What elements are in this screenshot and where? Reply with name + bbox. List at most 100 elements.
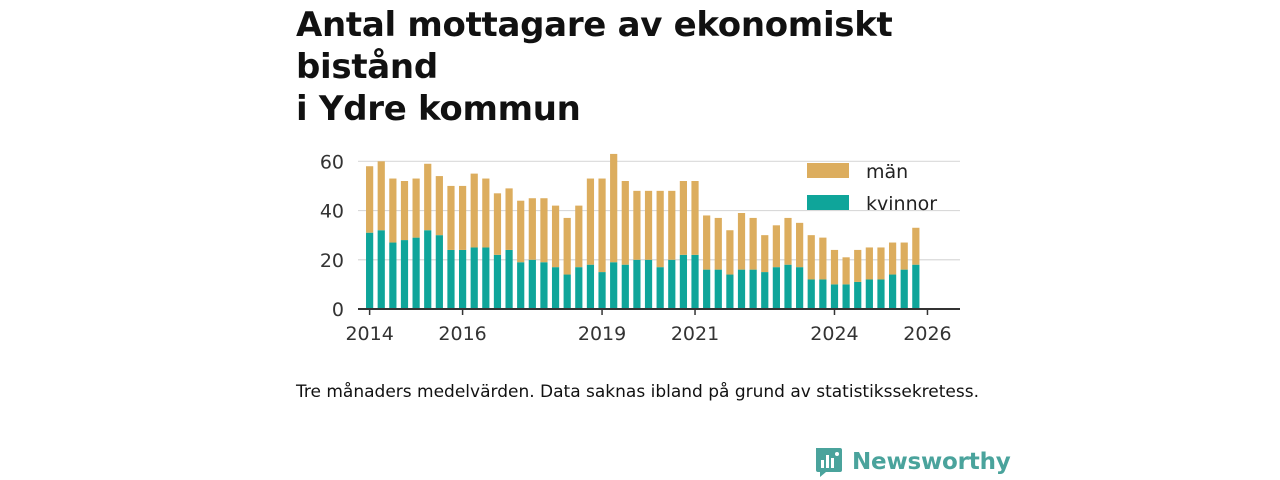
bar-kvinnor <box>900 269 908 309</box>
bar-man <box>435 176 443 236</box>
bar-kvinnor <box>517 262 525 309</box>
bar-man <box>551 205 560 268</box>
y-tick-label: 40 <box>320 201 344 223</box>
bar-kvinnor <box>412 237 420 309</box>
y-tick-label: 20 <box>320 250 344 272</box>
bar-man <box>888 242 897 275</box>
bar-kvinnor <box>737 269 746 309</box>
bar-man <box>505 188 513 250</box>
x-tick-label: 2014 <box>345 323 393 345</box>
bar-kvinnor <box>703 269 711 309</box>
legend-swatch-man <box>807 163 849 178</box>
bar-man <box>854 249 862 282</box>
bar-man <box>424 163 432 231</box>
bar-man <box>633 190 641 260</box>
y-tick-label: 0 <box>332 299 344 321</box>
bar-man <box>563 217 571 275</box>
bar-kvinnor <box>888 274 897 309</box>
bar-man <box>912 227 920 265</box>
bar-kvinnor <box>551 267 560 309</box>
title-line-2: i Ydre kommun <box>296 89 581 129</box>
bar-kvinnor <box>424 230 432 309</box>
newsworthy-logo-icon <box>816 448 842 477</box>
bar-man <box>900 242 908 270</box>
bar-man <box>668 190 676 260</box>
bar-man <box>575 205 583 268</box>
bar-kvinnor <box>912 264 920 309</box>
legend: män kvinnor <box>807 161 937 215</box>
bar-man <box>540 198 548 263</box>
bar-kvinnor <box>807 279 815 309</box>
bar-man <box>493 193 502 255</box>
bar-man <box>842 257 850 285</box>
footnote: Tre månaders medelvärden. Data saknas ib… <box>296 382 979 402</box>
bar-man <box>772 225 780 268</box>
bar-kvinnor <box>796 267 804 309</box>
bar-kvinnor <box>865 279 873 309</box>
bar-man <box>726 230 734 275</box>
legend-label-kvinnor: kvinnor <box>866 193 937 215</box>
y-tick-label: 60 <box>320 151 344 173</box>
x-tick-label: 2016 <box>438 323 486 345</box>
bar-kvinnor <box>784 264 792 309</box>
bar-kvinnor <box>447 249 455 309</box>
bar-kvinnor <box>586 264 595 309</box>
bar-kvinnor <box>377 230 385 309</box>
bar-kvinnor <box>644 259 653 309</box>
bar-kvinnor <box>458 249 467 309</box>
bar-kvinnor <box>633 259 641 309</box>
bar-kvinnor <box>761 272 769 309</box>
chart-title: Antal mottagare av ekonomiskt bistånd i … <box>296 4 1016 130</box>
bar-kvinnor <box>714 269 722 309</box>
bar-man <box>679 181 688 255</box>
bar-man <box>447 185 455 250</box>
bar-kvinnor <box>842 284 850 309</box>
bar-man <box>377 161 385 231</box>
bar-man <box>807 235 815 280</box>
bar-kvinnor <box>575 267 583 309</box>
bar-man <box>458 185 467 250</box>
bar-man <box>412 178 420 238</box>
bar-kvinnor <box>749 269 757 309</box>
bar-kvinnor <box>621 264 629 309</box>
stacked-bar-chart: 2014 2016 2019 2021 2024 2026 0 20 40 60 män kvi… <box>320 151 960 345</box>
bar-kvinnor <box>691 254 699 309</box>
bar-man <box>400 181 409 241</box>
bar-man <box>586 178 595 265</box>
bar-man <box>621 181 629 265</box>
bar-man <box>761 235 769 273</box>
bar-man <box>737 213 746 270</box>
bar-man <box>598 178 606 273</box>
bar-kvinnor <box>679 254 688 309</box>
bar-kvinnor <box>877 279 885 309</box>
chart-area: 2014 2016 2019 2021 2024 2026 0 20 40 60 män kvi… <box>300 140 980 360</box>
bar-kvinnor <box>854 281 862 309</box>
bar-man <box>656 190 664 268</box>
bar-kvinnor <box>830 284 839 309</box>
bar-kvinnor <box>610 262 618 309</box>
bar-man <box>877 247 885 280</box>
bar-man <box>644 190 653 260</box>
bar-kvinnor <box>563 274 571 309</box>
brand-logo: Newsworthy <box>814 446 1011 478</box>
bar-kvinnor <box>528 259 536 309</box>
bar-kvinnor <box>366 232 374 309</box>
legend-swatch-kvinnor <box>807 195 849 210</box>
bar-man <box>796 222 804 268</box>
bar-kvinnor <box>435 235 443 309</box>
bar-kvinnor <box>668 259 676 309</box>
bar-man <box>517 200 525 263</box>
x-tick-label: 2021 <box>671 323 719 345</box>
bar-kvinnor <box>482 247 490 309</box>
brand-name: Newsworthy <box>852 449 1011 475</box>
x-tick-label: 2019 <box>578 323 626 345</box>
title-line-1: Antal mottagare av ekonomiskt bistånd <box>296 5 893 87</box>
bar-man <box>703 215 711 270</box>
legend-label-man: män <box>866 161 908 183</box>
bar-man <box>830 249 839 285</box>
bar-man <box>470 173 478 248</box>
bar-man <box>366 166 374 233</box>
bar-man <box>482 178 490 248</box>
x-tick-label: 2026 <box>903 323 951 345</box>
bar-kvinnor <box>389 242 397 309</box>
